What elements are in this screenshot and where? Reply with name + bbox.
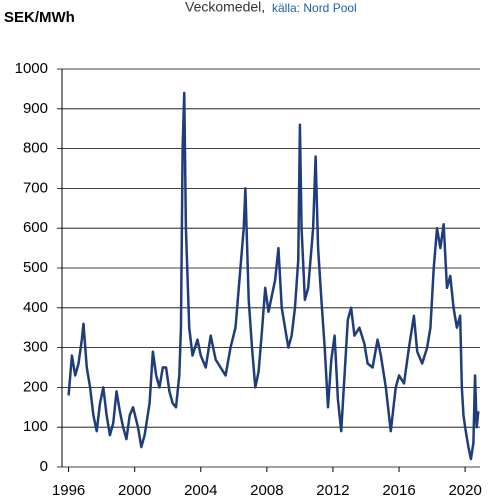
x-tick-label: 2012 — [316, 482, 349, 499]
y-tick-label: 800 — [23, 140, 48, 157]
price-line — [67, 91, 480, 461]
x-tick-label: 2004 — [184, 482, 217, 499]
y-tick-label: 400 — [23, 299, 48, 316]
x-tick-label: 2000 — [118, 482, 151, 499]
x-tick-label: 2016 — [382, 482, 415, 499]
source: källa: Nord Pool — [272, 1, 357, 15]
y-tick-label: 700 — [23, 179, 48, 196]
y-tick-label: 1000 — [15, 60, 48, 77]
y-tick-label: 500 — [23, 259, 48, 276]
y-tick-label: 0 — [40, 458, 48, 475]
y-axis-label: SEK/MWh — [4, 9, 75, 26]
y-tick-label: 900 — [23, 100, 48, 117]
y-tick-label: 100 — [23, 418, 48, 435]
y-tick-label: 600 — [23, 219, 48, 236]
x-tick-label: 1996 — [52, 482, 85, 499]
x-tick-label: 2008 — [250, 482, 283, 499]
y-tick-label: 300 — [23, 339, 48, 356]
x-tick-label: 2020 — [448, 482, 481, 499]
y-tick-label: 200 — [23, 378, 48, 395]
subtitle: Veckomedel, — [185, 0, 265, 15]
